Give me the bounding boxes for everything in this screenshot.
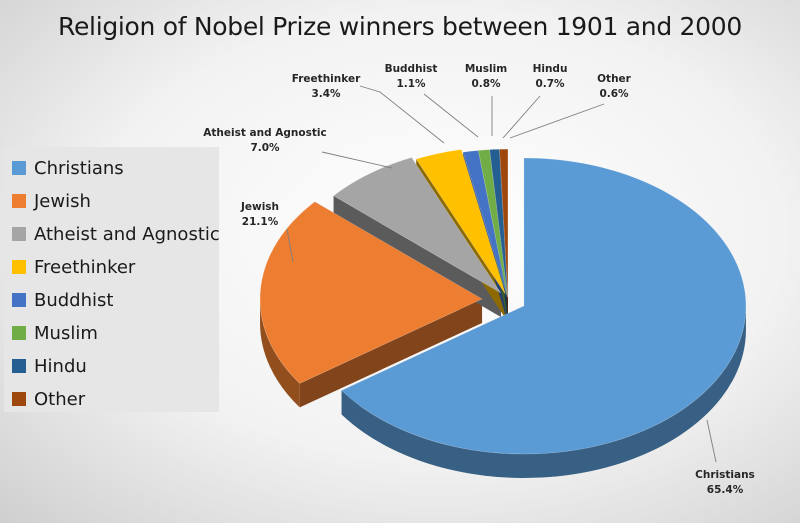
legend-label: Muslim <box>34 322 98 344</box>
data-label-freethinker: Freethinker 3.4% <box>292 73 445 144</box>
data-label-buddhist: Buddhist 1.1% <box>385 63 479 138</box>
legend-swatch <box>12 359 26 373</box>
legend-item-muslim: Muslim <box>12 318 98 348</box>
legend-swatch <box>12 194 26 208</box>
slice-side-jewish <box>260 298 300 408</box>
slice-jewish <box>259 201 483 384</box>
legend-swatch <box>12 293 26 307</box>
data-label-name: Muslim <box>465 63 507 75</box>
legend-swatch <box>12 260 26 274</box>
legend-item-atheist-and-agnostic: Atheist and Agnostic <box>12 219 220 249</box>
data-label-value: 0.8% <box>471 78 501 90</box>
data-label-name: Other <box>597 73 632 85</box>
legend-label: Christians <box>34 157 124 179</box>
data-label-jewish: Jewish 21.1% <box>240 201 294 263</box>
data-label-value: 1.1% <box>396 78 426 90</box>
legend-label: Jewish <box>34 190 91 212</box>
legend-swatch <box>12 161 26 175</box>
data-label-christians: Christians 65.4% <box>695 419 755 496</box>
data-label-value: 65.4% <box>707 484 744 496</box>
data-label-hindu: Hindu 0.7% <box>502 63 568 139</box>
legend-item-other: Other <box>12 384 85 414</box>
data-label-value: 7.0% <box>250 142 280 154</box>
data-label-muslim: Muslim 0.8% <box>465 63 507 136</box>
legend-label: Other <box>34 388 86 410</box>
data-label-name: Jewish <box>240 201 279 213</box>
data-label-value: 3.4% <box>311 88 341 100</box>
legend-item-buddhist: Buddhist <box>12 285 113 315</box>
legend: Christians Jewish Atheist and Agnostic Free… <box>4 147 220 414</box>
legend-label: Freethinker <box>34 256 136 278</box>
slice-christians <box>341 157 747 455</box>
legend-item-freethinker: Freethinker <box>12 252 135 282</box>
legend-swatch <box>12 326 26 340</box>
chart-title: Religion of Nobel Prize winners between … <box>58 12 742 41</box>
data-label-atheist-and-agnostic: Atheist and Agnostic 7.0% <box>203 127 393 169</box>
data-label-name: Freethinker <box>292 73 361 85</box>
slice-hindu <box>489 148 509 298</box>
data-label-value: 0.7% <box>535 78 565 90</box>
slice-buddhist <box>462 150 508 298</box>
legend-label: Buddhist <box>34 289 114 311</box>
data-label-value: 0.6% <box>599 88 629 100</box>
slice-atheist-and-agnostic <box>333 157 502 294</box>
data-label-other: Other 0.6% <box>509 73 632 139</box>
legend-swatch <box>12 227 26 241</box>
legend-item-jewish: Jewish <box>12 186 91 216</box>
data-label-value: 21.1% <box>242 216 279 228</box>
slice-side-christians <box>341 306 746 479</box>
legend-swatch <box>12 392 26 406</box>
slice-other <box>499 148 509 298</box>
data-label-name: Hindu <box>533 63 568 75</box>
data-label-name: Christians <box>695 469 755 481</box>
slice-muslim <box>478 149 508 298</box>
legend-item-christians: Christians <box>12 153 124 183</box>
slice-wall-jewish <box>299 298 483 408</box>
data-label-name: Buddhist <box>385 63 438 75</box>
legend-label: Atheist and Agnostic <box>34 223 220 245</box>
slice-freethinker <box>415 149 506 295</box>
legend-label: Hindu <box>34 355 87 377</box>
legend-item-hindu: Hindu <box>12 351 87 381</box>
data-label-name: Atheist and Agnostic <box>203 127 326 139</box>
